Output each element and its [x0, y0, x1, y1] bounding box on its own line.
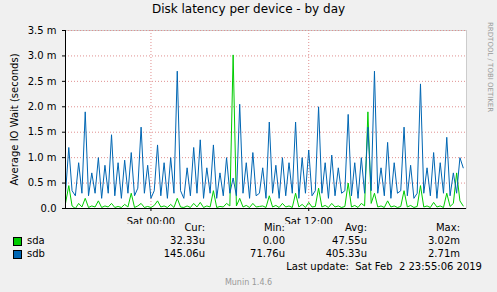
- svg-text:Sat 00:00: Sat 00:00: [127, 216, 175, 224]
- html-text:Disk latency per device - by d: Disk latency per device - by day: [151, 2, 346, 16]
- html-text:405.33u: 405.33u: [325, 248, 367, 259]
- html-text:RRDTOOL / TOBI OETIKER: RRDTOOL / TOBI OETIKER: [486, 22, 494, 113]
- html-text:0.00: 0.00: [262, 235, 285, 246]
- html-text:Max:: Max:: [436, 222, 460, 233]
- html-text:2.71m: 2.71m: [428, 248, 460, 259]
- html-text:sdb: sdb: [27, 248, 45, 259]
- html-text:Munin 1.4.6: Munin 1.4.6: [224, 278, 273, 287]
- svg-text:Sat 12:00: Sat 12:00: [285, 216, 333, 224]
- html-text:47.55u: 47.55u: [332, 235, 367, 246]
- svg-text:1.5 m: 1.5 m: [28, 126, 57, 137]
- html-text:Avg:: Avg:: [345, 222, 367, 233]
- html-text:Min:: Min:: [263, 222, 285, 233]
- svg-text:3.5 m: 3.5 m: [28, 25, 57, 36]
- html-text:3.02m: 3.02m: [428, 235, 460, 246]
- svg-text:Average IO Wait (seconds): Average IO Wait (seconds): [9, 53, 20, 185]
- svg-text:1.0 m: 1.0 m: [28, 152, 57, 163]
- html-text:sda: sda: [27, 235, 45, 246]
- svg-text:3.0 m: 3.0 m: [28, 50, 57, 61]
- html-text:32.33u: 32.33u: [170, 235, 205, 246]
- html-text:Cur:: Cur:: [184, 222, 205, 233]
- html-text:71.76u: 71.76u: [250, 248, 285, 259]
- svg-text:2.5 m: 2.5 m: [28, 76, 57, 87]
- svg-text:0.5 m: 0.5 m: [28, 177, 57, 188]
- html-text:Last update: Sat Feb 2 23:55:0: Last update: Sat Feb 2 23:55:06 2019: [286, 261, 482, 272]
- html-text:145.06u: 145.06u: [163, 248, 205, 259]
- svg-text:2.0 m: 2.0 m: [28, 101, 57, 112]
- svg-text:0.0: 0.0: [41, 203, 57, 214]
